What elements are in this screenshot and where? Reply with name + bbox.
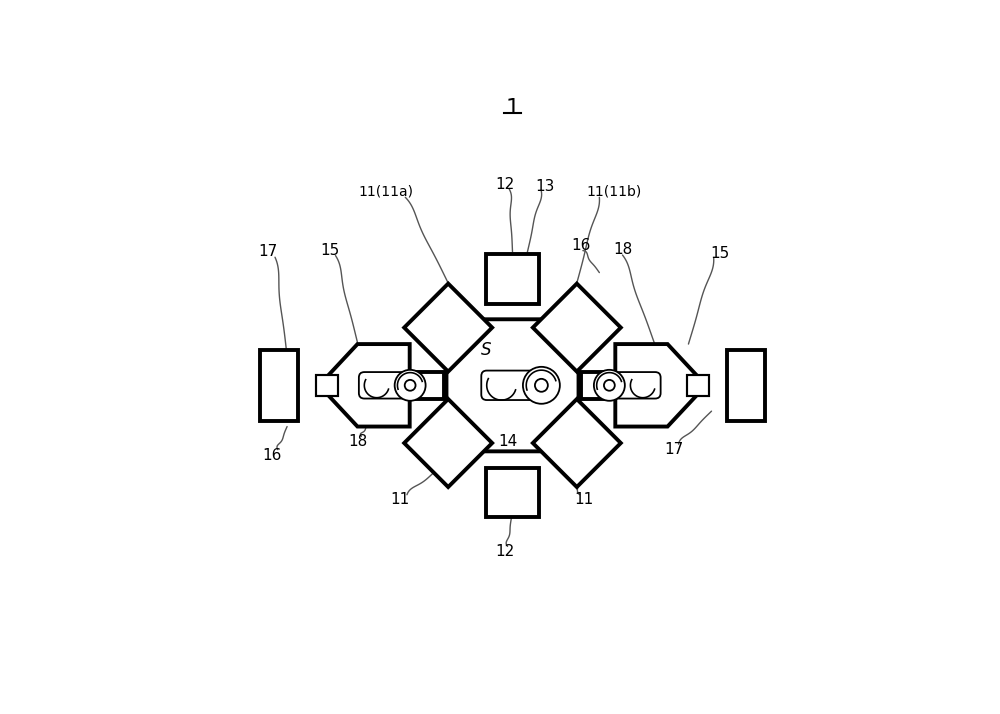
Text: 15: 15: [320, 243, 340, 258]
Polygon shape: [615, 344, 706, 426]
Bar: [727, 350, 765, 421]
Bar: [581, 371, 611, 399]
Bar: [486, 468, 539, 517]
Text: 16: 16: [262, 448, 281, 463]
Text: 17: 17: [664, 442, 683, 457]
Text: 15: 15: [711, 246, 730, 261]
Text: S: S: [481, 341, 491, 358]
Bar: [316, 375, 338, 396]
Polygon shape: [404, 399, 492, 487]
FancyBboxPatch shape: [359, 372, 411, 398]
Text: 11: 11: [391, 492, 410, 507]
Text: 18: 18: [348, 434, 367, 449]
FancyBboxPatch shape: [481, 371, 541, 400]
Polygon shape: [404, 283, 492, 371]
Text: 11(11b): 11(11b): [587, 184, 642, 198]
Text: 12: 12: [496, 544, 515, 559]
Text: 11: 11: [574, 492, 594, 507]
Bar: [260, 350, 298, 421]
Bar: [414, 371, 444, 399]
Circle shape: [405, 380, 416, 391]
Circle shape: [395, 370, 426, 401]
Circle shape: [594, 370, 625, 401]
Bar: [687, 375, 709, 396]
Text: 18: 18: [613, 242, 632, 257]
Text: 12: 12: [496, 177, 515, 192]
Circle shape: [523, 367, 560, 404]
Circle shape: [604, 380, 615, 391]
Polygon shape: [446, 319, 579, 451]
Text: 14: 14: [498, 434, 518, 449]
Text: 11(11a): 11(11a): [359, 184, 414, 198]
Polygon shape: [533, 399, 621, 487]
Polygon shape: [319, 344, 410, 426]
Bar: [486, 254, 539, 304]
Text: 1: 1: [505, 98, 520, 118]
Polygon shape: [533, 283, 621, 371]
Text: 16: 16: [571, 238, 590, 253]
Text: 17: 17: [258, 244, 277, 259]
Circle shape: [535, 379, 548, 392]
Text: 13: 13: [536, 178, 555, 193]
FancyBboxPatch shape: [609, 372, 661, 398]
